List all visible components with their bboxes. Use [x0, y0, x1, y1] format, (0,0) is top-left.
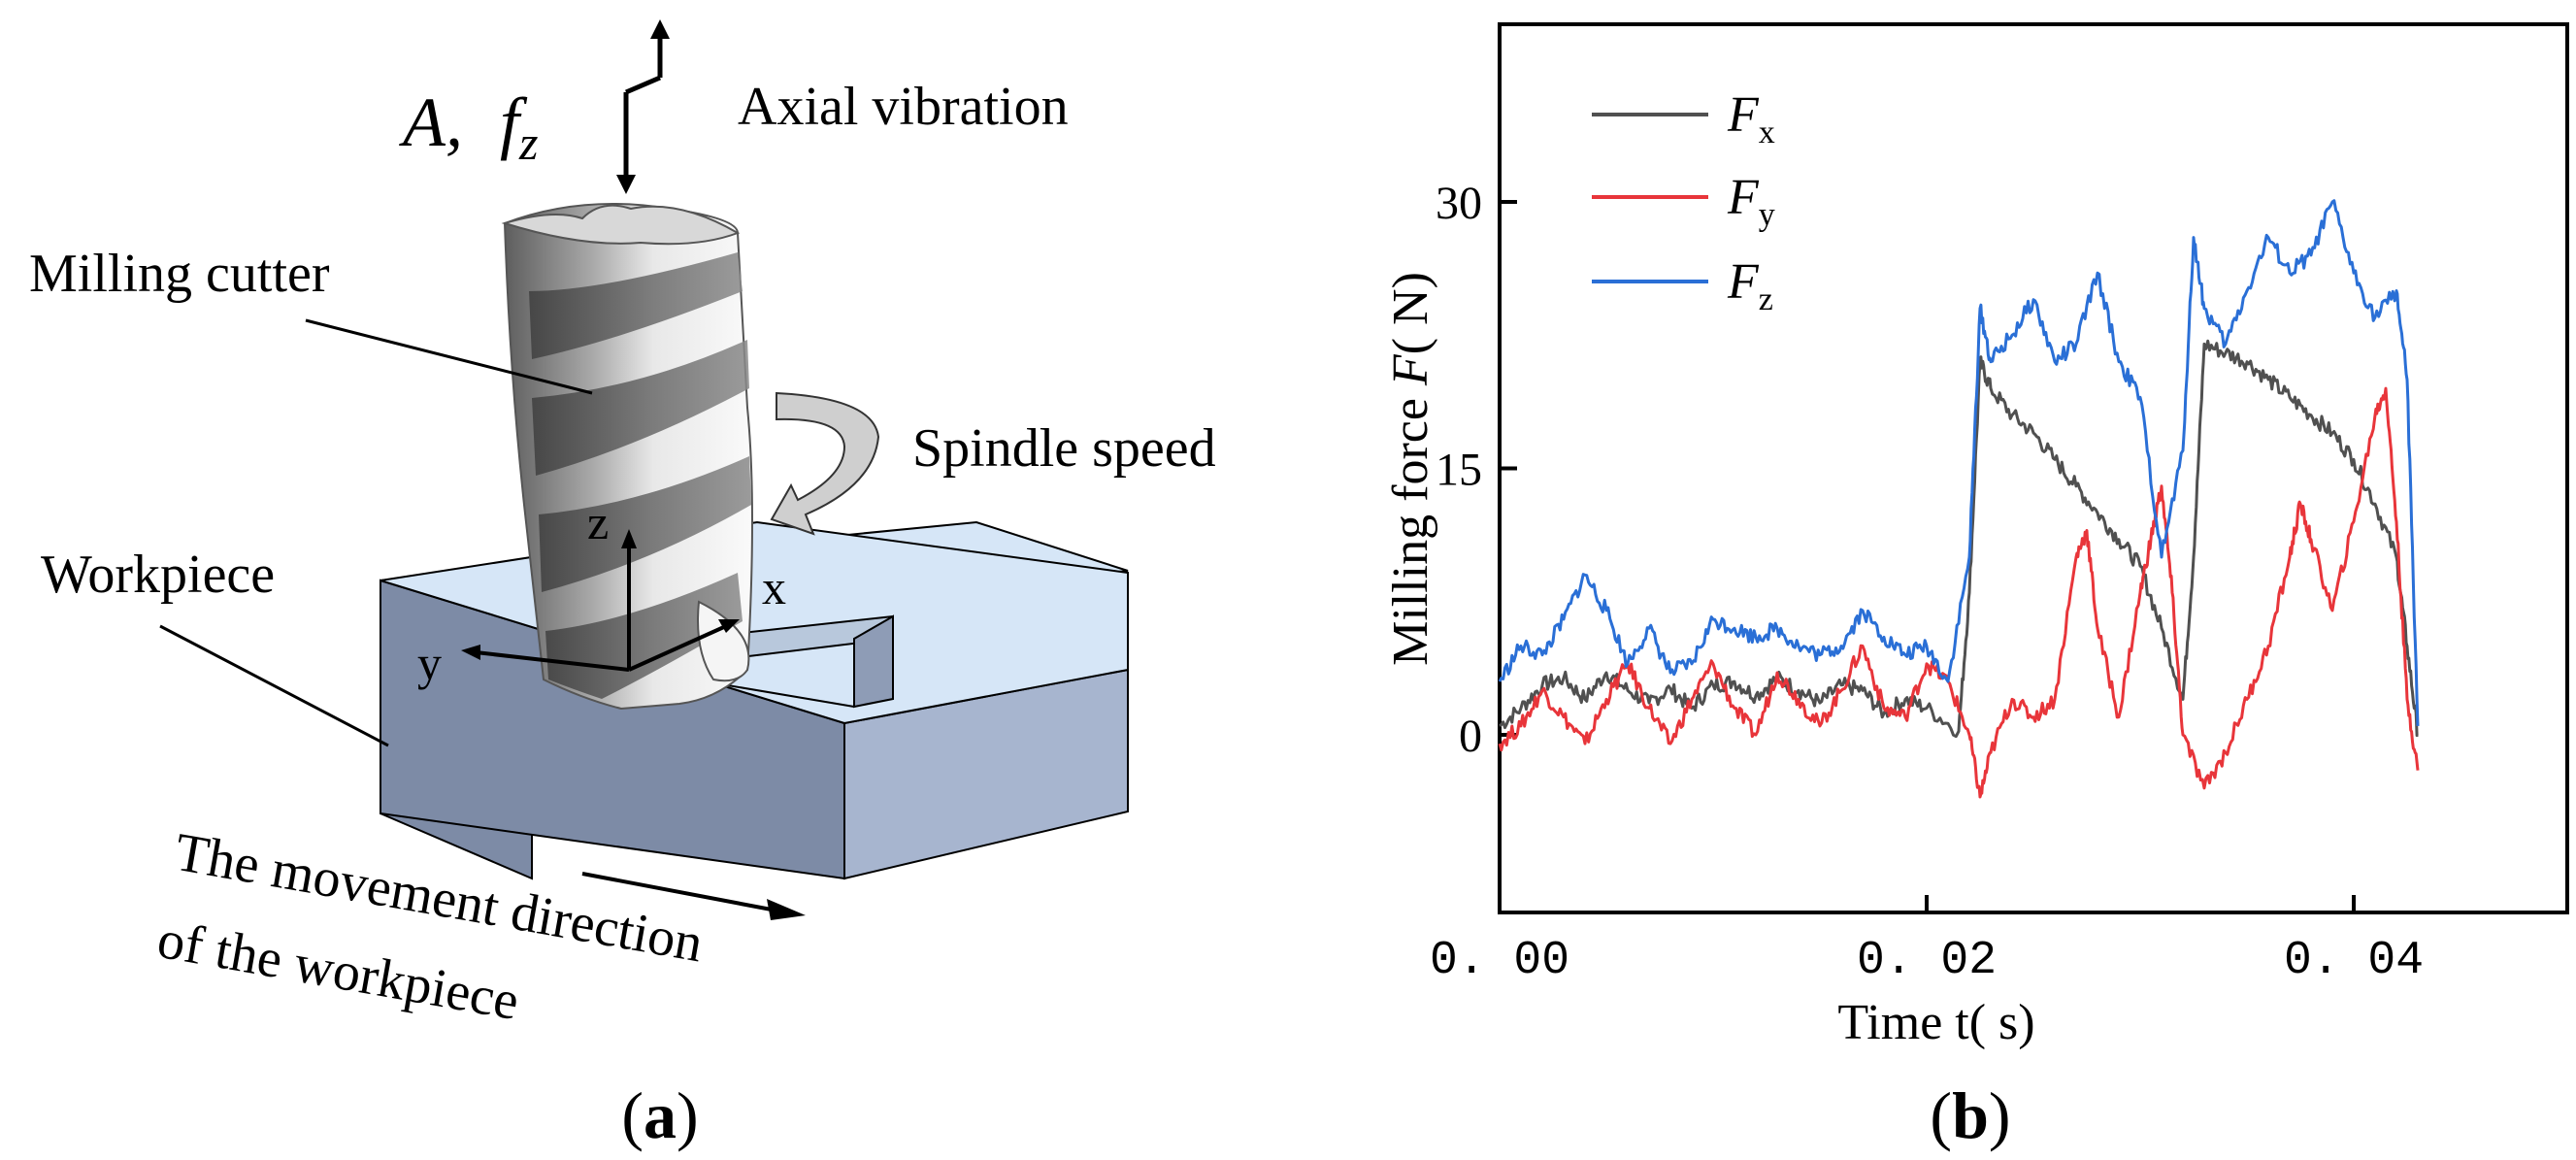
series-line-fz — [1498, 199, 2420, 726]
movement-direction-arrow — [581, 872, 806, 920]
x-tick-label: 0. 04 — [2284, 935, 2424, 987]
y-tick-label: 0 — [1459, 711, 1482, 762]
vibration-amplitude-label: A, — [399, 83, 463, 161]
caption-a-letter: a — [644, 1078, 677, 1152]
y-axis-label-text: Milling force — [1383, 385, 1438, 666]
legend-fx-main: F — [1727, 87, 1760, 143]
x-tick-label: 0. 02 — [1857, 935, 1997, 987]
legend-fx-sub: x — [1759, 115, 1775, 150]
plot-frame — [1498, 22, 2569, 914]
coordinate-axes — [461, 529, 740, 672]
caption-b-letter: b — [1952, 1078, 1989, 1152]
caption-b: (b) — [1930, 1078, 2010, 1152]
series-line-fy — [1498, 386, 2420, 799]
vibration-frequency-sub: z — [518, 116, 538, 170]
series-lines — [1498, 199, 2420, 799]
workpiece-leader — [159, 624, 389, 747]
axial-vibration-arrow — [616, 19, 670, 194]
spindle-speed-arrow — [770, 391, 880, 536]
axis-y-label: y — [417, 636, 442, 690]
legend-fy-sub: y — [1759, 197, 1775, 233]
series-line-fx — [1499, 339, 2419, 739]
workpiece-block — [380, 520, 1129, 880]
y-axis-label: Milling force F( N) — [1383, 272, 1438, 666]
caption-a: (a) — [621, 1078, 698, 1152]
legend-fz-main: F — [1727, 254, 1760, 310]
caption-b-open: ( — [1930, 1078, 1952, 1152]
caption-a-close: ) — [677, 1078, 699, 1152]
legend-label-fy: Fy — [1727, 170, 1775, 233]
panel-b-chart: 0. 00 0. 02 0. 04 0 15 30 Fx Fy Fz Milling f… — [1383, 22, 2569, 1152]
y-tick-label: 15 — [1436, 445, 1482, 496]
x-axis-label: Time t( s) — [1837, 995, 2034, 1050]
legend-label-fx: Fx — [1727, 87, 1775, 150]
cutter-top-face — [501, 204, 741, 246]
y-axis-ticks: 0 15 30 — [1436, 178, 1517, 762]
x-axis-ticks: 0. 00 0. 02 0. 04 — [1430, 895, 2424, 987]
legend-fz-sub: z — [1759, 282, 1773, 317]
axis-x-label: x — [762, 560, 786, 614]
cutter-flute-3 — [539, 456, 751, 592]
panel-a-diagram: A, fz Axial vibration Milling cutter Spi… — [29, 19, 1216, 1152]
axial-vibration-label: Axial vibration — [738, 77, 1069, 137]
milling-cutter — [501, 203, 753, 711]
x-tick-label: 0. 00 — [1430, 935, 1569, 987]
cutter-flute-1 — [529, 252, 743, 359]
caption-b-close: ) — [1989, 1078, 2011, 1152]
y-axis-label-var: F — [1383, 353, 1438, 386]
axis-z-label: z — [587, 495, 609, 549]
vibration-frequency-label: fz — [500, 83, 538, 170]
legend: Fx Fy Fz — [1592, 87, 1775, 317]
y-tick-label: 30 — [1436, 178, 1482, 229]
spindle-speed-label: Spindle speed — [912, 418, 1216, 479]
cutter-flute-2 — [532, 340, 749, 476]
legend-label-fz: Fz — [1727, 254, 1773, 317]
legend-fy-main: F — [1727, 170, 1760, 225]
caption-a-open: ( — [621, 1078, 644, 1152]
workpiece-label: Workpiece — [41, 545, 275, 605]
y-axis-label-unit: ( N) — [1383, 272, 1438, 354]
milling-cutter-label: Milling cutter — [29, 244, 330, 304]
milling-cutter-leader — [305, 318, 593, 395]
cutter-tip — [697, 600, 750, 682]
